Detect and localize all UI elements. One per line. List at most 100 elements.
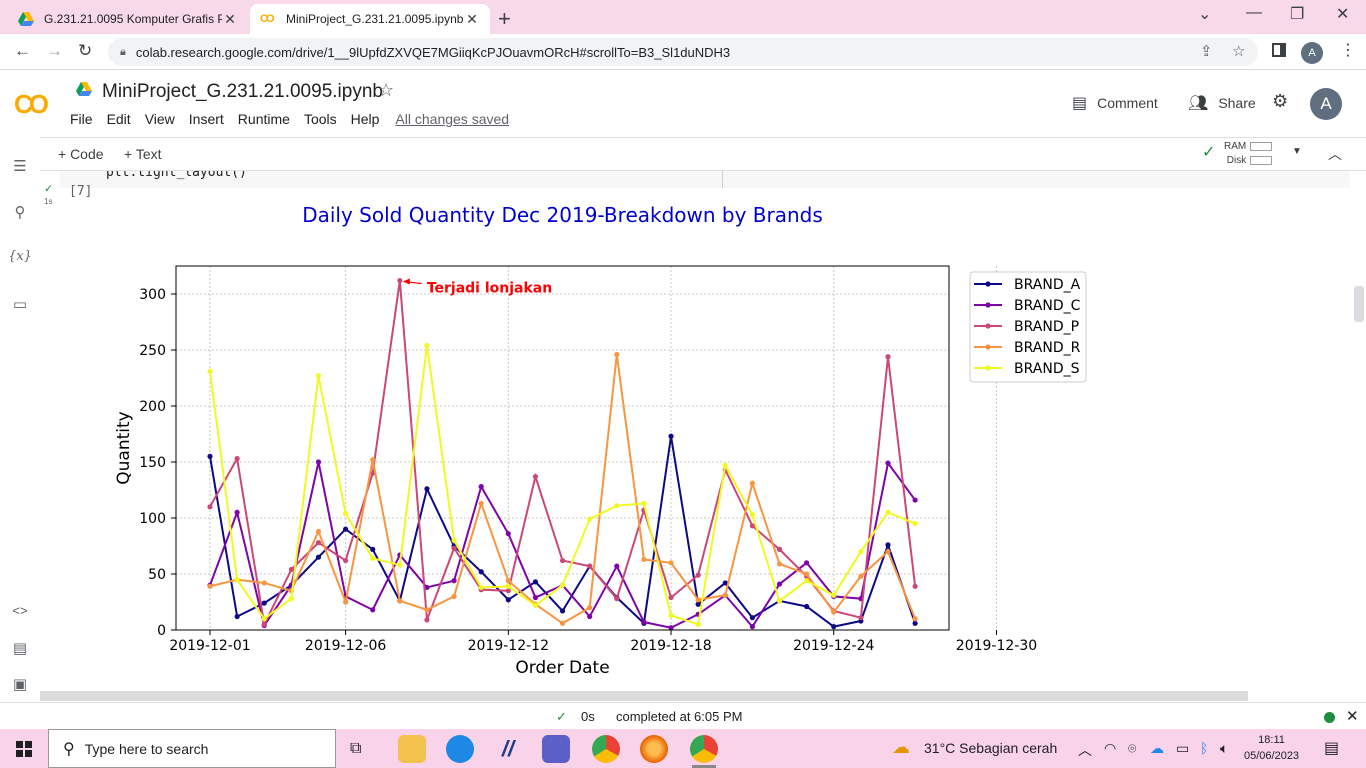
- data-point-brand_c: [587, 613, 593, 620]
- data-point-brand_p: [315, 540, 322, 546]
- new-tab-plus-icon[interactable]: +: [498, 6, 511, 31]
- data-point-brand_s: [315, 373, 322, 379]
- taskbar-search-box[interactable]: ⚲ Type here to search: [48, 729, 336, 768]
- menu-view[interactable]: View: [144, 111, 175, 127]
- series-line-brand_a: [209, 436, 917, 628]
- menu-edit[interactable]: Edit: [106, 111, 131, 127]
- data-point-brand_c: [424, 584, 430, 591]
- bluetooth-icon[interactable]: ᛒ: [1200, 740, 1209, 756]
- settings-gear-icon[interactable]: ⚙: [1272, 91, 1289, 111]
- data-point-brand_c: [804, 560, 810, 566]
- code-snippets-icon[interactable]: <>: [12, 603, 28, 618]
- forward-arrow-icon[interactable]: →: [46, 41, 63, 60]
- browser-menu-icon[interactable]: ⋮: [1340, 42, 1356, 59]
- file-explorer-icon[interactable]: [398, 735, 426, 763]
- status-duration: 0s: [581, 709, 595, 724]
- data-point-brand_p: [343, 557, 349, 564]
- comment-button[interactable]: ▤ Comment: [1072, 93, 1158, 113]
- bookmark-star-icon[interactable]: ☆: [1232, 43, 1246, 60]
- menu-file[interactable]: File: [70, 111, 93, 127]
- search-icon[interactable]: ⚲: [14, 204, 26, 221]
- terminal-icon[interactable]: ▣: [12, 676, 28, 693]
- close-tab-icon[interactable]: ✕: [224, 10, 236, 27]
- variables-icon[interactable]: {x}: [8, 249, 32, 264]
- data-point-brand_s: [532, 602, 539, 608]
- minimize-icon[interactable]: —: [1246, 4, 1262, 21]
- data-point-brand_p: [397, 277, 403, 284]
- browser-profile-avatar[interactable]: A: [1301, 42, 1323, 64]
- browser-tab-colab[interactable]: CO MiniProject_G.231.21.0095.ipynb ✕: [250, 4, 490, 34]
- collapse-chevron-icon[interactable]: ︿: [1328, 146, 1342, 162]
- chrome-icon[interactable]: [592, 735, 620, 763]
- notebook-title[interactable]: MiniProject_G.231.21.0095.ipynb: [102, 81, 383, 102]
- table-of-contents-icon[interactable]: ☰: [13, 158, 27, 175]
- data-point-brand_r: [776, 561, 783, 567]
- code-cell-editor[interactable]: plt.tight_layout(): [60, 171, 1350, 188]
- legend-label: BRAND_A: [1014, 277, 1081, 293]
- menu-runtime[interactable]: Runtime: [237, 111, 290, 127]
- onedrive-icon[interactable]: ☁: [1150, 740, 1164, 756]
- x-tick-label: 2019-12-30: [956, 638, 1037, 654]
- files-folder-icon[interactable]: ▭: [12, 296, 28, 313]
- url-omnibox[interactable]: 🔒︎ colab.research.google.com/drive/1__9l…: [108, 38, 1258, 66]
- share-page-icon[interactable]: ⇪: [1200, 43, 1213, 60]
- star-icon[interactable]: ☆: [378, 80, 395, 100]
- system-clock[interactable]: 18:11 05/06/2023: [1244, 732, 1299, 764]
- resource-dropdown-icon[interactable]: ▼: [1292, 146, 1302, 157]
- data-point-brand_r: [343, 599, 349, 605]
- browser-tab-drive[interactable]: G.231.21.0095 Komputer Grafis P ✕: [8, 4, 248, 34]
- share-button[interactable]: 👥︎ Share: [1188, 93, 1256, 113]
- data-point-brand_r: [804, 571, 810, 577]
- close-tab-icon[interactable]: ✕: [466, 10, 478, 27]
- data-point-brand_c: [370, 607, 376, 613]
- add-text-button[interactable]: + Text: [124, 146, 162, 162]
- resource-monitor[interactable]: RAM Disk: [1224, 140, 1273, 168]
- reload-icon[interactable]: ↻: [78, 41, 93, 60]
- code-line: plt.tight_layout(): [106, 171, 247, 180]
- weather-icon[interactable]: ☁: [892, 737, 910, 757]
- data-point-brand_p: [749, 523, 756, 529]
- connected-check-icon: ✓: [1202, 144, 1216, 161]
- save-status[interactable]: All changes saved: [395, 111, 510, 127]
- task-view-icon[interactable]: ⧉: [350, 740, 362, 757]
- tab-search-chevron-icon[interactable]: ⌄: [1198, 6, 1212, 23]
- y-tick-label: 100: [139, 511, 166, 527]
- line-chart: Daily Sold Quantity Dec 2019-Breakdown b…: [114, 203, 1087, 678]
- menu-insert[interactable]: Insert: [188, 111, 224, 127]
- network-icon[interactable]: ◠: [1104, 740, 1117, 756]
- account-avatar[interactable]: A: [1310, 88, 1342, 120]
- vscode-like-icon[interactable]: //: [501, 736, 515, 761]
- command-palette-icon[interactable]: ▤: [12, 640, 28, 657]
- notifications-icon[interactable]: ▤: [1324, 740, 1340, 757]
- volume-icon[interactable]: 🔈︎: [1220, 740, 1229, 756]
- add-code-button[interactable]: + Code: [58, 146, 104, 162]
- data-point-brand_a: [749, 615, 756, 621]
- data-point-brand_s: [505, 583, 511, 589]
- firefox-icon[interactable]: [640, 735, 668, 763]
- menu-tools[interactable]: Tools: [303, 111, 337, 127]
- back-arrow-icon[interactable]: ←: [14, 41, 31, 60]
- windows-start-icon[interactable]: [16, 741, 32, 757]
- colab-logo[interactable]: CO: [14, 89, 49, 119]
- data-point-brand_r: [749, 480, 756, 486]
- menu-help[interactable]: Help: [350, 111, 380, 127]
- legend-box: [969, 271, 1087, 383]
- edge-browser-icon[interactable]: [446, 735, 474, 763]
- data-point-brand_c: [505, 531, 511, 537]
- x-tick-label: 2019-12-01: [169, 638, 250, 654]
- webcam-icon[interactable]: ⌾: [1128, 740, 1137, 756]
- tray-chevron-icon[interactable]: ︿: [1078, 742, 1092, 758]
- horizontal-scrollbar[interactable]: [40, 691, 1248, 701]
- restore-icon[interactable]: ❐: [1290, 6, 1305, 23]
- weather-text[interactable]: 31°C Sebagian cerah: [924, 740, 1058, 756]
- teams-icon[interactable]: [542, 735, 570, 763]
- side-panel-icon[interactable]: [1272, 43, 1286, 57]
- chrome-profile-icon[interactable]: [690, 735, 718, 768]
- close-status-icon[interactable]: ✕: [1346, 708, 1359, 725]
- data-point-brand_r: [397, 598, 403, 604]
- data-point-brand_c: [234, 509, 240, 515]
- battery-icon[interactable]: ▭: [1176, 740, 1190, 756]
- close-window-icon[interactable]: ✕: [1336, 6, 1350, 23]
- legend-swatch-marker: [985, 281, 991, 287]
- vertical-scrollbar[interactable]: [1354, 286, 1364, 322]
